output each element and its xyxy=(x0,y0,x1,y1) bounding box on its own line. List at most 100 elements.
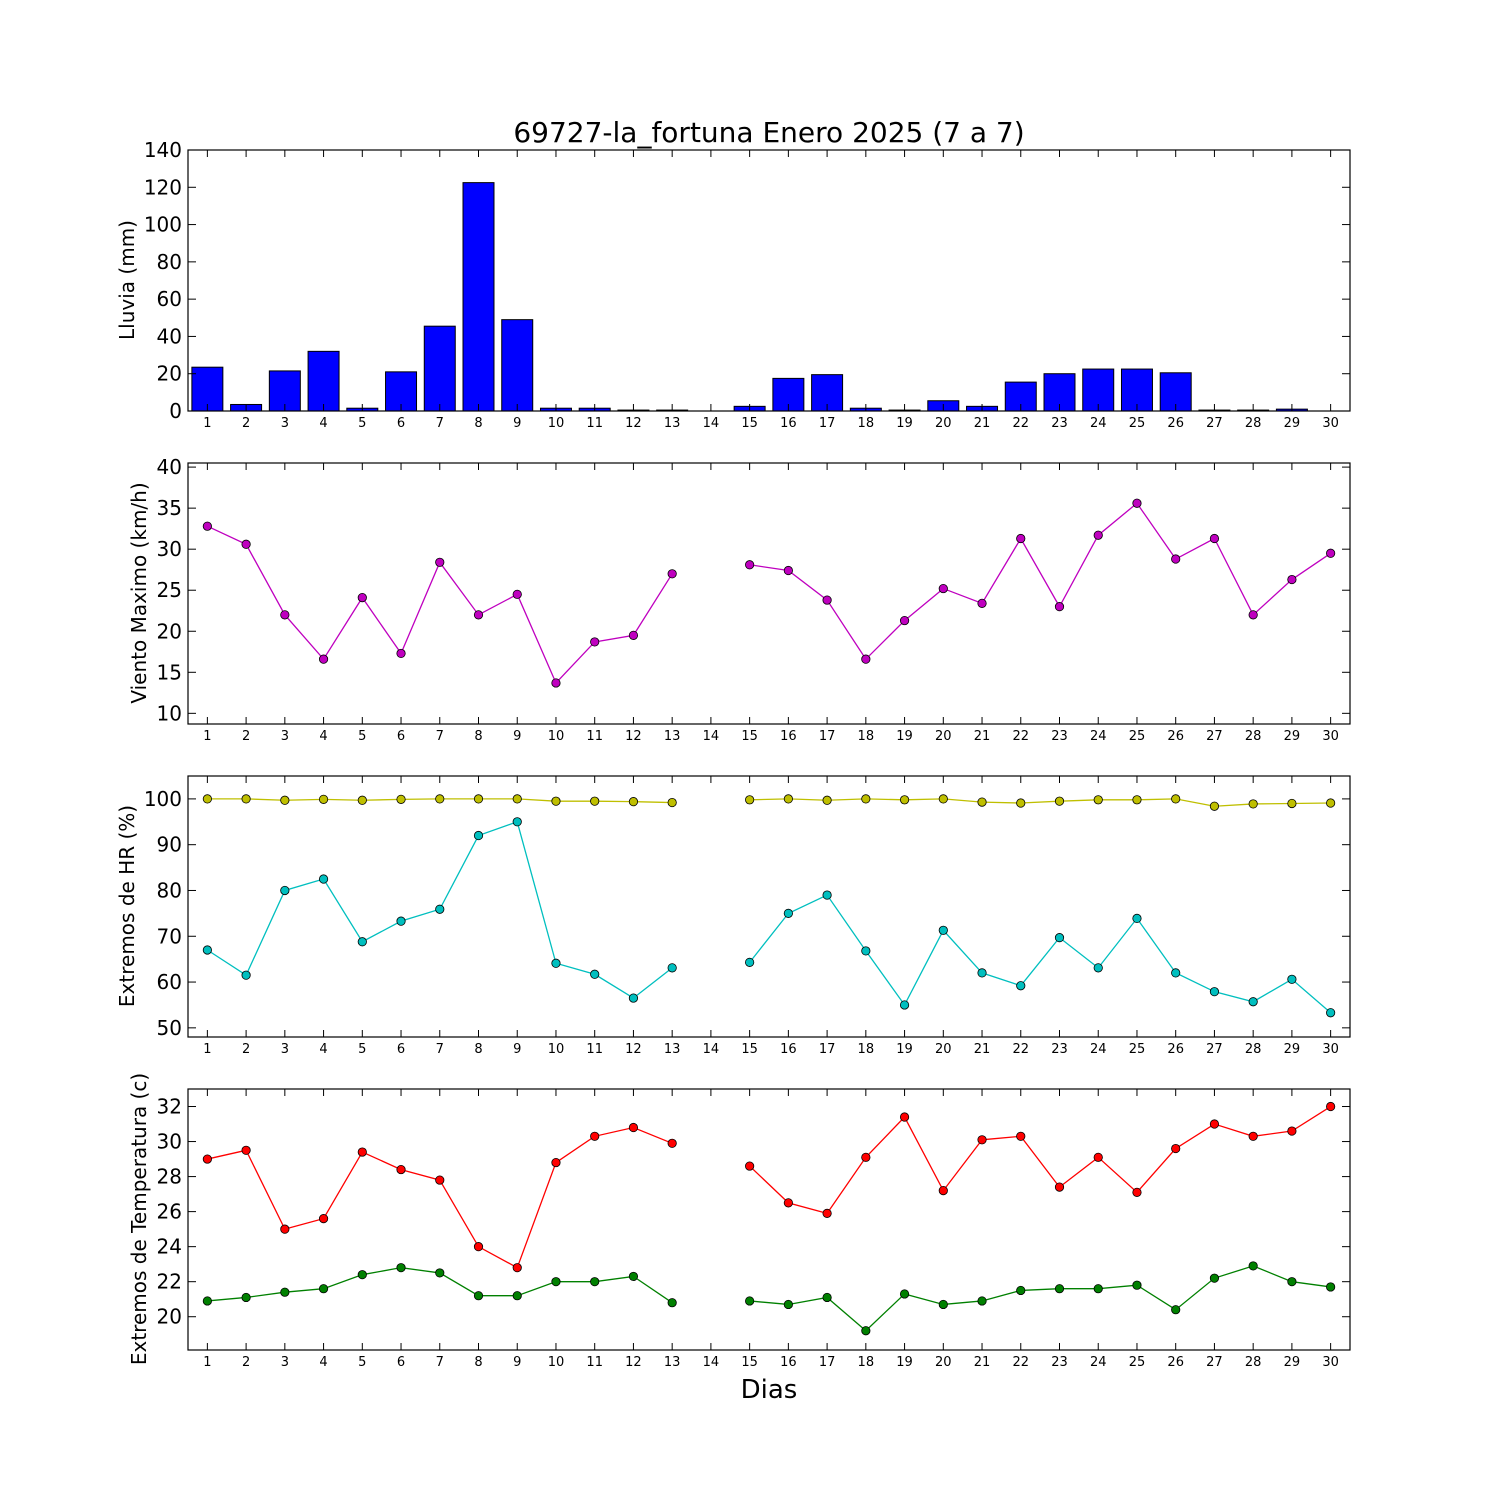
temperature-series-1-point xyxy=(745,1296,755,1306)
temperature-series-0-point xyxy=(1132,1187,1142,1197)
temperature-series-0-line xyxy=(749,1105,1331,1215)
rain-xtick-label: 8 xyxy=(474,416,482,431)
wind-xtick-label: 2 xyxy=(242,729,250,744)
wind-xtick-label: 18 xyxy=(858,729,875,744)
humidity-xtick-label: 5 xyxy=(358,1042,366,1057)
temperature-series-1-line xyxy=(749,1265,1331,1332)
temperature-series-1-point xyxy=(202,1296,212,1306)
wind-series-0-point xyxy=(318,654,329,664)
wind-series-0-point xyxy=(1054,602,1065,612)
temperature-xtick-label: 12 xyxy=(625,1355,642,1370)
temperature-series-0-point xyxy=(590,1131,600,1141)
wind-ytick-label: 35 xyxy=(157,496,182,520)
wind-xtick-label: 17 xyxy=(819,729,836,744)
rain-xtick-label: 14 xyxy=(703,416,720,431)
temperature-xtick-label: 8 xyxy=(474,1355,482,1370)
temperature-xtick-label: 21 xyxy=(974,1355,991,1370)
temperature-ytick-label: 28 xyxy=(157,1165,182,1189)
temperature-series-0-point xyxy=(318,1214,329,1224)
temperature-series-1-point xyxy=(1209,1273,1220,1283)
temperature-xtick-label: 3 xyxy=(281,1355,289,1370)
humidity-series-1-point xyxy=(357,937,367,947)
rain-xtick-label: 26 xyxy=(1167,416,1184,431)
temperature-ytick-label: 20 xyxy=(157,1305,182,1329)
wind-series-0-point xyxy=(899,615,910,626)
rain-xtick-label: 4 xyxy=(319,416,327,431)
humidity-series-0-point xyxy=(1171,794,1181,804)
humidity-series-1-point xyxy=(628,993,639,1003)
humidity-xtick-label: 25 xyxy=(1129,1042,1146,1057)
temperature-xtick-label: 17 xyxy=(819,1355,836,1370)
humidity-series-0-point xyxy=(899,795,910,805)
humidity-ytick-label: 100 xyxy=(144,787,182,811)
temperature-xtick-label: 6 xyxy=(397,1355,405,1370)
temperature-xtick-label: 20 xyxy=(935,1355,952,1370)
humidity-xtick-label: 27 xyxy=(1206,1042,1223,1057)
rain-xtick-label: 18 xyxy=(858,416,875,431)
humidity-series-1-point xyxy=(396,916,406,926)
wind-series-0-point xyxy=(512,589,522,599)
temperature-series-0-point xyxy=(1016,1131,1026,1141)
wind-xtick-label: 25 xyxy=(1129,729,1146,744)
humidity-series-1-point xyxy=(938,925,948,935)
humidity-series-0-point xyxy=(1132,795,1142,805)
rain-xtick-label: 10 xyxy=(548,416,565,431)
wind-xtick-label: 5 xyxy=(358,729,366,744)
humidity-series-1-point xyxy=(861,946,871,956)
temperature-series-0-point xyxy=(822,1208,832,1218)
humidity-xtick-label: 10 xyxy=(548,1042,565,1057)
wind-xtick-label: 12 xyxy=(625,729,642,744)
humidity-series-0-point xyxy=(590,796,600,806)
wind-y-label: Viento Maximo (km/h) xyxy=(127,482,151,703)
humidity-xtick-label: 12 xyxy=(625,1042,642,1057)
temperature-series-1-point xyxy=(551,1277,561,1287)
rain-xtick-label: 29 xyxy=(1284,416,1301,431)
temperature-series-0-point xyxy=(512,1263,522,1273)
temperature-series-0-point xyxy=(899,1112,910,1122)
humidity-series-0-point xyxy=(861,794,871,804)
rain-ytick-label: 60 xyxy=(157,287,182,311)
wind-xtick-label: 7 xyxy=(436,729,444,744)
wind-xtick-label: 8 xyxy=(474,729,482,744)
temperature-plot-frame xyxy=(187,1088,1351,1351)
humidity-series xyxy=(202,794,1336,1018)
wind-x-ticks: 1 2 3 4 5 6 7 8 9 10 11 12 13 14 15 16 17 18 19 20 21 22 23 24 2… xyxy=(203,463,1339,744)
rain-xtick-label: 9 xyxy=(513,416,521,431)
wind-series-0-point xyxy=(280,610,290,620)
temperature-xtick-label: 16 xyxy=(780,1355,797,1370)
humidity-xtick-label: 13 xyxy=(664,1042,681,1057)
temperature-series-0-point xyxy=(280,1224,290,1234)
wind-series-0-point xyxy=(938,583,948,594)
temperature-xtick-label: 24 xyxy=(1090,1355,1107,1370)
rain-xtick-label: 11 xyxy=(586,416,603,431)
temperature-xtick-label: 11 xyxy=(586,1355,603,1370)
humidity-xtick-label: 21 xyxy=(974,1042,991,1057)
temperature-series-0-point xyxy=(628,1122,639,1133)
humidity-xtick-label: 30 xyxy=(1322,1042,1339,1057)
wind-xtick-label: 22 xyxy=(1012,729,1029,744)
humidity-series-1-point xyxy=(745,957,755,967)
temperature-xtick-label: 18 xyxy=(858,1355,875,1370)
rain-xtick-label: 22 xyxy=(1012,416,1029,431)
humidity-xtick-label: 9 xyxy=(513,1042,521,1057)
wind-series-0-point xyxy=(241,539,251,549)
wind-series-0-point xyxy=(202,521,212,531)
temperature-series-1-point xyxy=(861,1326,871,1336)
humidity-xtick-label: 7 xyxy=(436,1042,444,1057)
temperature-series-0-point xyxy=(396,1164,406,1175)
temperature-xtick-label: 1 xyxy=(203,1355,211,1370)
rain-xtick-label: 30 xyxy=(1322,416,1339,431)
wind-ytick-label: 25 xyxy=(157,578,182,602)
temperature-ytick-label: 30 xyxy=(157,1130,182,1154)
temperature-series-1-point xyxy=(512,1291,522,1301)
humidity-xtick-label: 17 xyxy=(819,1042,836,1057)
wind-xtick-label: 28 xyxy=(1245,729,1262,744)
wind-xtick-label: 23 xyxy=(1051,729,1068,744)
humidity-xtick-label: 29 xyxy=(1284,1042,1301,1057)
wind-series-0-point xyxy=(1287,574,1297,585)
temperature-series-1-point xyxy=(822,1292,832,1303)
temperature-series-1-point xyxy=(977,1296,987,1306)
rain-y-label: Lluvia (mm) xyxy=(115,220,139,340)
temperature-series-0-point xyxy=(551,1157,561,1168)
temperature-xtick-label: 4 xyxy=(319,1355,327,1370)
